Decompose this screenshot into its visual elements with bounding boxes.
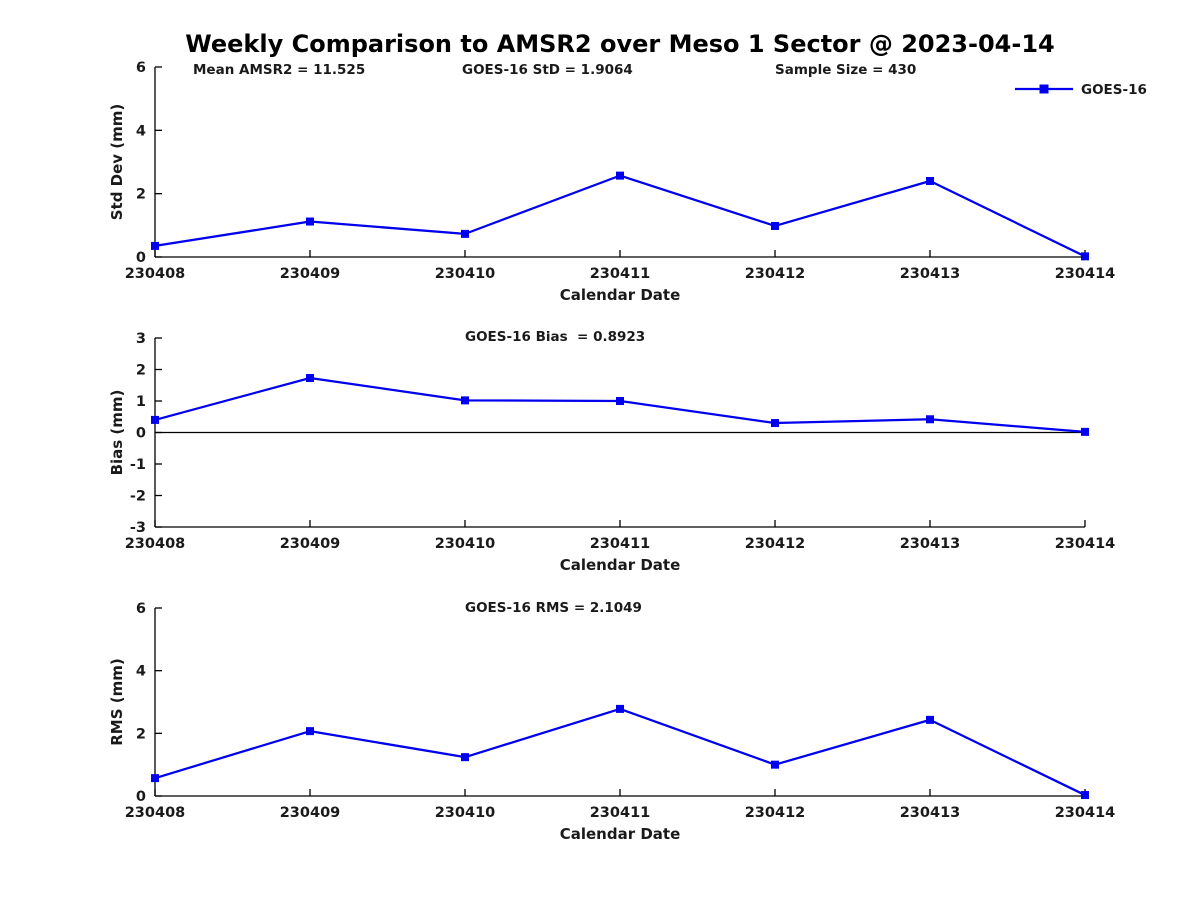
x-tick-label: 230410 (435, 805, 496, 821)
legend-marker (1039, 84, 1049, 94)
y-tick-label: 2 (136, 363, 146, 379)
x-tick-label: 230409 (280, 266, 341, 282)
x-tick-label: 230413 (900, 536, 961, 552)
x-tick-label: 230412 (745, 536, 806, 552)
legend-label: GOES-16 (1081, 82, 1147, 98)
y-tick-label: 1 (136, 394, 146, 410)
x-axis-label: Calendar Date (560, 556, 681, 574)
data-point-marker (616, 397, 624, 405)
data-point-marker (306, 217, 314, 226)
chart-rms: 0 2 4 6 230408 230409 230410 230411 230412 230413… (108, 600, 1115, 843)
y-axis-label: Std Dev (mm) (108, 104, 126, 221)
y-tick-label: 6 (136, 601, 146, 617)
x-tick-label: 230412 (745, 266, 806, 282)
x-axis-label: Calendar Date (560, 825, 681, 843)
y-tick-label: 3 (136, 331, 146, 347)
data-point-marker (771, 760, 779, 769)
data-point-marker (306, 374, 314, 383)
x-tick-label: 230413 (900, 805, 961, 821)
x-axis-label: Calendar Date (560, 286, 681, 304)
chart-stddev: 0 2 4 6 230408 230409 230410 230411 230412 230413… (108, 60, 1147, 304)
data-point-marker (151, 415, 159, 424)
data-point-marker (926, 715, 934, 724)
x-tick-label: 230414 (1055, 805, 1116, 821)
y-axis-label: Bias (mm) (108, 390, 126, 476)
annotation: GOES-16 StD = 1.9064 (462, 62, 633, 78)
y-axis-label: RMS (mm) (108, 658, 126, 745)
data-point-marker (461, 753, 469, 762)
data-point-marker (1081, 252, 1089, 261)
x-tick-label: 230411 (590, 805, 651, 821)
x-tick-label: 230411 (590, 536, 651, 552)
y-tick-label: 0 (136, 426, 146, 442)
x-tick-label: 230409 (280, 805, 341, 821)
goes-16-line (154, 707, 1086, 797)
x-tick-label: 230410 (435, 536, 496, 552)
y-tick-label: -2 (130, 489, 146, 505)
annotation: Mean AMSR2 = 11.525 (193, 62, 365, 78)
y-tick-label: 2 (136, 187, 146, 203)
legend: GOES-16 (1015, 82, 1147, 98)
x-tick-label: 230411 (590, 266, 651, 282)
annotation: GOES-16 RMS = 2.1049 (465, 600, 642, 616)
y-tick-label: 4 (136, 664, 146, 680)
x-tick-label: 230408 (125, 805, 186, 821)
data-point-marker (151, 241, 159, 250)
x-tick-label: 230408 (125, 536, 186, 552)
figure-title: Weekly Comparison to AMSR2 over Meso 1 S… (185, 30, 1055, 58)
x-tick-label: 230414 (1055, 536, 1116, 552)
y-tick-label: -3 (130, 520, 146, 536)
x-tick-label: 230408 (125, 266, 186, 282)
data-point-marker (1081, 791, 1089, 800)
y-tick-label: 0 (136, 250, 146, 266)
annotation: Sample Size = 430 (775, 62, 916, 78)
data-point-marker (926, 177, 934, 185)
data-point-marker (771, 221, 779, 230)
y-tick-label: 0 (136, 789, 146, 805)
x-tick-label: 230414 (1055, 266, 1116, 282)
data-point-marker (926, 415, 934, 424)
goes-16-line (154, 174, 1086, 258)
y-tick-label: 4 (136, 123, 146, 139)
x-tick-label: 230413 (900, 266, 961, 282)
data-point-marker (616, 171, 624, 180)
data-point-marker (461, 396, 469, 405)
x-tick-label: 230410 (435, 266, 496, 282)
data-point-marker (151, 774, 159, 783)
x-tick-label: 230412 (745, 805, 806, 821)
y-tick-label: -1 (130, 457, 146, 473)
data-point-marker (1081, 427, 1089, 436)
y-tick-label: 6 (136, 60, 146, 76)
data-point-marker (616, 704, 624, 713)
data-point-marker (771, 419, 779, 428)
annotation: GOES-16 Bias = 0.8923 (465, 329, 645, 345)
chart-bias: -3 -2 -1 0 1 2 3 230408 230409 230410 230411 230412… (108, 329, 1115, 574)
x-tick-label: 230409 (280, 536, 341, 552)
y-tick-label: 2 (136, 726, 146, 742)
data-point-marker (306, 727, 314, 736)
data-point-marker (461, 229, 469, 238)
